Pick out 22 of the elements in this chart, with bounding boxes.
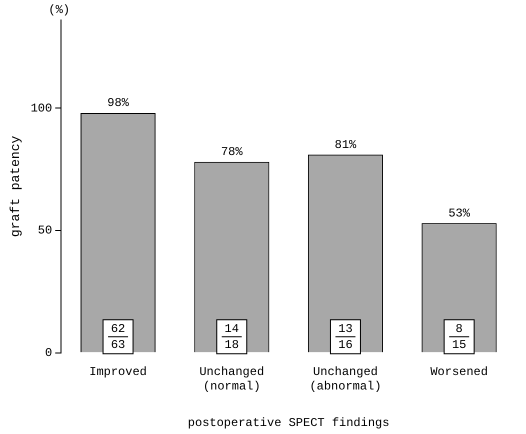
data-label: 98% bbox=[107, 96, 130, 110]
annotation: 14 bbox=[224, 322, 239, 336]
annotation: 18 bbox=[224, 338, 239, 352]
annotation: 13 bbox=[338, 322, 353, 336]
y-tick-label: 0 bbox=[45, 346, 52, 360]
annotation: 8 bbox=[456, 322, 463, 336]
x-tick-label: Improved bbox=[89, 365, 147, 380]
y-tick-label: 50 bbox=[38, 224, 52, 238]
x-tick-label: Worsened bbox=[430, 365, 488, 380]
annotation: 16 bbox=[338, 338, 353, 352]
x-tick-label: Unchanged (abnormal) bbox=[309, 365, 382, 394]
annotation: 15 bbox=[452, 338, 466, 352]
y-tick-label: 100 bbox=[30, 101, 52, 116]
data-label: 53% bbox=[448, 206, 471, 220]
text: (%) bbox=[48, 3, 70, 18]
annotation: 62 bbox=[110, 322, 126, 336]
annotation: 63 bbox=[110, 338, 126, 352]
x-axis-title: postoperative SPECT findings bbox=[188, 416, 390, 430]
y-axis-title: graft patency bbox=[8, 135, 24, 238]
data-label: 81% bbox=[334, 138, 358, 152]
x-tick-label: Unchanged (normal) bbox=[199, 365, 264, 394]
data-label: 78% bbox=[220, 145, 244, 160]
